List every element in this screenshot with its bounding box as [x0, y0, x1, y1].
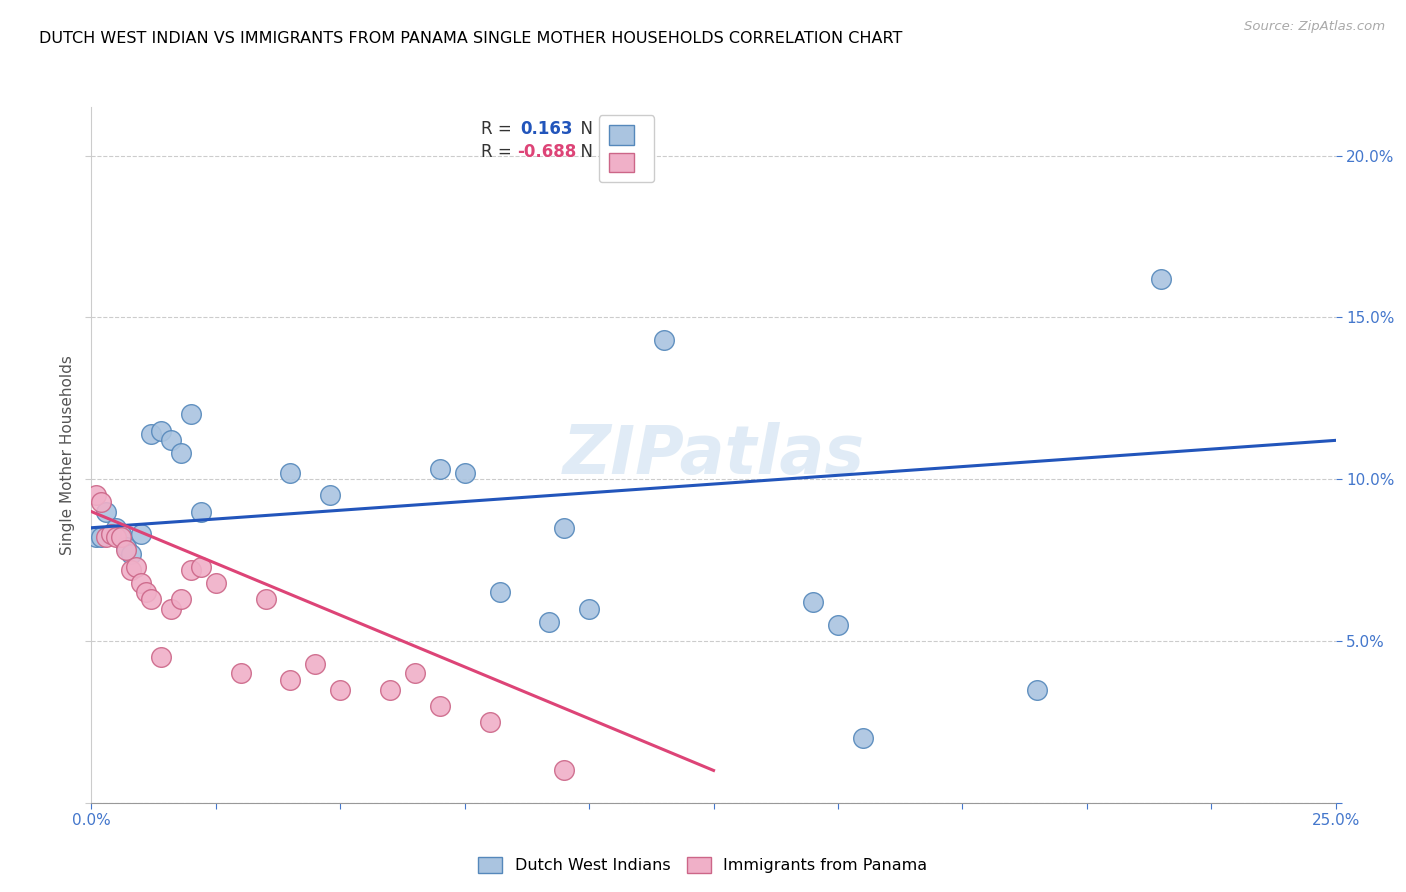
Point: [578, 601, 600, 615]
Point: [125, 559, 148, 574]
Point: [129, 527, 152, 541]
Text: Source: ZipAtlas.com: Source: ZipAtlas.com: [1244, 20, 1385, 33]
Point: [86, 488, 108, 502]
Point: [139, 591, 162, 606]
Point: [160, 434, 183, 448]
Point: [280, 673, 302, 687]
Point: [429, 462, 451, 476]
Point: [429, 698, 451, 713]
Point: [1150, 271, 1173, 285]
Point: [852, 731, 875, 745]
Point: [120, 547, 142, 561]
Point: [90, 495, 112, 509]
Text: DUTCH WEST INDIAN VS IMMIGRANTS FROM PANAMA SINGLE MOTHER HOUSEHOLDS CORRELATION: DUTCH WEST INDIAN VS IMMIGRANTS FROM PAN…: [39, 31, 903, 46]
Point: [190, 559, 212, 574]
Point: [229, 666, 252, 681]
Text: N = 29: N = 29: [571, 120, 638, 138]
Text: R =: R =: [481, 144, 517, 161]
Point: [100, 527, 122, 541]
Point: [254, 591, 277, 606]
Point: [827, 617, 849, 632]
Point: [1026, 682, 1049, 697]
Y-axis label: Single Mother Households: Single Mother Households: [59, 355, 75, 555]
Point: [404, 666, 426, 681]
Point: [478, 714, 501, 729]
Point: [115, 543, 138, 558]
Point: [180, 408, 202, 422]
Point: [86, 531, 108, 545]
Point: [100, 527, 122, 541]
Legend: , : ,: [599, 115, 654, 182]
Point: [553, 764, 575, 778]
Point: [453, 466, 475, 480]
Point: [110, 531, 132, 545]
Point: [96, 504, 118, 518]
Point: [304, 657, 326, 671]
Point: [170, 591, 193, 606]
Point: [190, 504, 212, 518]
Point: [180, 563, 202, 577]
Legend: Dutch West Indians, Immigrants from Panama: Dutch West Indians, Immigrants from Pana…: [472, 850, 934, 880]
Point: [129, 575, 152, 590]
Point: [135, 585, 157, 599]
Text: N = 28: N = 28: [571, 144, 638, 161]
Point: [329, 682, 352, 697]
Point: [538, 615, 561, 629]
Point: [205, 575, 228, 590]
Text: R =: R =: [481, 120, 517, 138]
Point: [378, 682, 401, 697]
Point: [319, 488, 342, 502]
Point: [115, 540, 138, 554]
Point: [150, 424, 173, 438]
Point: [488, 585, 510, 599]
Point: [652, 333, 675, 347]
Text: -0.688: -0.688: [517, 144, 576, 161]
Point: [105, 531, 128, 545]
Point: [139, 426, 162, 441]
Point: [801, 595, 824, 609]
Point: [90, 531, 112, 545]
Point: [170, 446, 193, 460]
Point: [120, 563, 142, 577]
Point: [553, 521, 575, 535]
Point: [280, 466, 302, 480]
Text: ZIPatlas: ZIPatlas: [562, 422, 865, 488]
Point: [160, 601, 183, 615]
Point: [96, 531, 118, 545]
Point: [110, 527, 132, 541]
Point: [150, 650, 173, 665]
Point: [105, 521, 128, 535]
Text: 0.163: 0.163: [520, 120, 574, 138]
